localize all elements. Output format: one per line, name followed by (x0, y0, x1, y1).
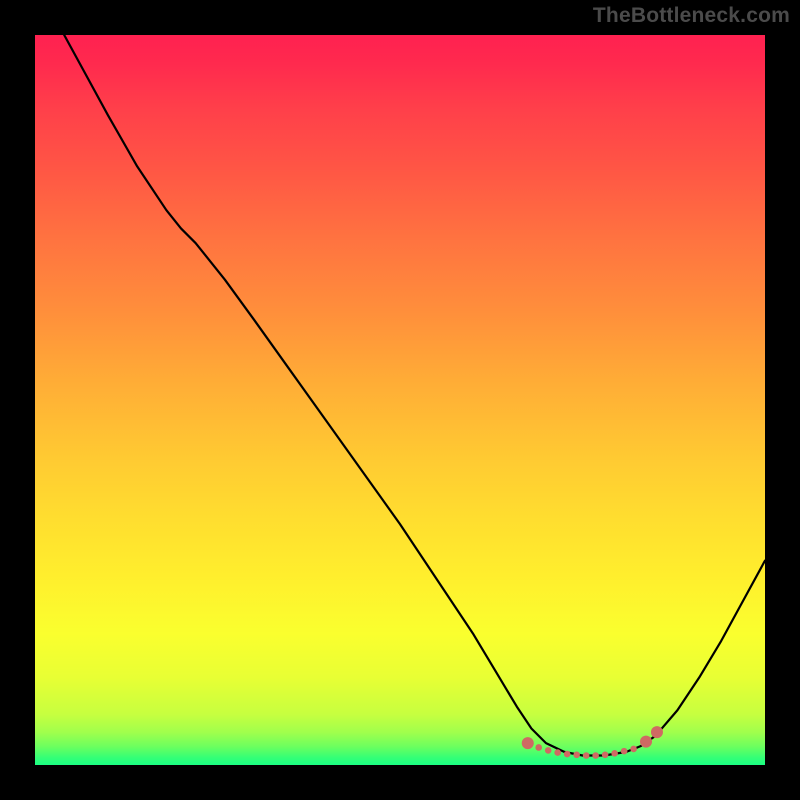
marker-dot (651, 726, 663, 738)
marker-dot (554, 749, 561, 756)
chart-container: TheBottleneck.com (0, 0, 800, 800)
marker-dot (522, 737, 534, 749)
marker-dot (564, 751, 571, 758)
marker-dot (573, 751, 580, 758)
marker-dot (535, 744, 542, 751)
marker-dot (602, 751, 609, 758)
marker-dot (583, 752, 590, 759)
marker-dot (630, 746, 637, 753)
bottleneck-curve-chart (35, 35, 765, 765)
marker-dot (545, 747, 552, 754)
marker-dot (640, 736, 652, 748)
watermark-text: TheBottleneck.com (593, 4, 790, 28)
marker-dot (621, 748, 628, 755)
marker-dot (611, 750, 618, 757)
gradient-background (35, 35, 765, 765)
marker-dot (592, 752, 599, 759)
plot-area (35, 35, 765, 765)
